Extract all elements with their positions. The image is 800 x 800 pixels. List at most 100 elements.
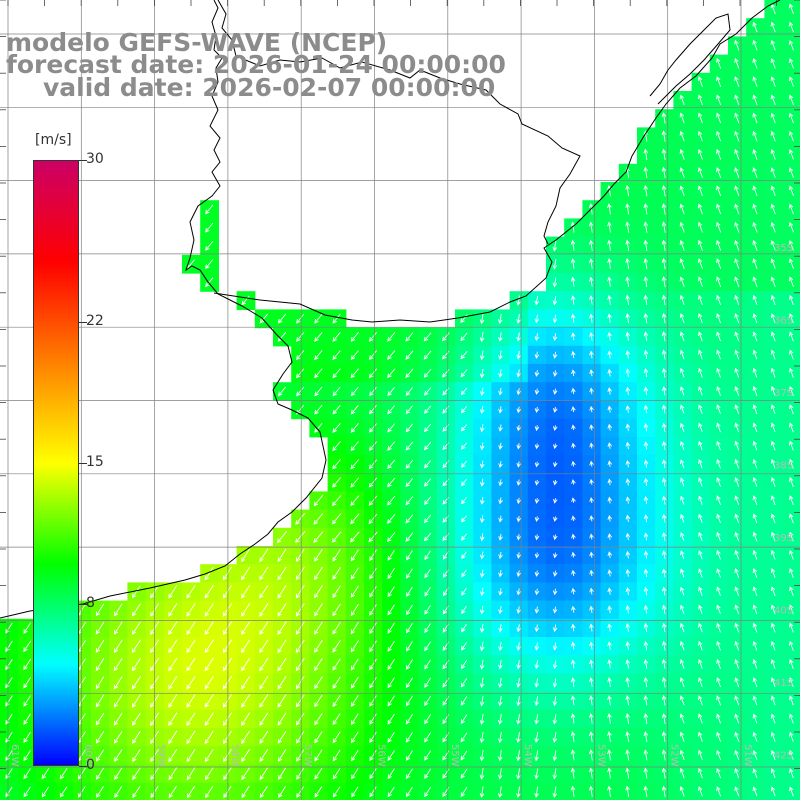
wind-arrow <box>479 768 485 780</box>
wind-arrow <box>387 695 395 707</box>
wind-arrow <box>607 533 613 540</box>
wind-arrow <box>788 167 794 178</box>
wind-arrow <box>350 423 359 433</box>
wind-arrow <box>788 94 794 106</box>
wind-arrow <box>186 657 196 672</box>
wind-arrow <box>516 515 522 523</box>
wind-arrow <box>752 749 758 760</box>
colorbar-tick-mark <box>79 463 87 464</box>
wind-arrow <box>607 368 612 377</box>
wind-arrow <box>516 678 521 688</box>
wind-arrow <box>332 441 341 452</box>
wind-arrow <box>697 185 703 197</box>
wind-arrow <box>23 731 31 743</box>
wind-arrow <box>296 386 305 397</box>
wind-arrow <box>607 442 613 449</box>
wind-arrow <box>534 498 540 504</box>
wind-arrow <box>223 767 232 781</box>
wind-arrow <box>789 294 794 305</box>
wind-arrow <box>295 657 305 672</box>
wind-arrow <box>387 586 395 598</box>
wind-arrow <box>516 461 522 468</box>
wind-arrow <box>424 641 431 652</box>
wind-arrow <box>387 750 395 761</box>
speed-cell <box>782 273 800 292</box>
wind-arrow <box>679 167 685 178</box>
wind-arrow <box>23 677 32 689</box>
wind-arrow <box>314 676 323 690</box>
wind-arrow <box>589 405 594 413</box>
wind-arrow <box>387 549 395 561</box>
wind-arrow <box>770 203 776 215</box>
wind-arrow <box>350 459 360 470</box>
wind-arrow <box>734 367 740 378</box>
longitude-label: 55W <box>449 744 460 767</box>
wind-arrow <box>716 130 722 142</box>
wind-arrow <box>222 621 232 635</box>
wind-arrow <box>607 294 612 305</box>
wind-arrow <box>625 550 631 559</box>
wind-arrow <box>241 694 251 708</box>
speed-cell <box>782 200 800 219</box>
wind-arrow <box>131 694 141 708</box>
wind-arrow <box>789 768 794 779</box>
wind-arrow <box>405 532 414 542</box>
wind-arrow <box>296 731 305 744</box>
wind-arrow <box>168 730 178 745</box>
wind-arrow <box>460 786 468 798</box>
wind-arrow <box>625 478 631 486</box>
wind-arrow <box>460 714 468 725</box>
wind-arrow <box>113 621 123 635</box>
wind-arrow <box>295 639 305 654</box>
wind-arrow <box>113 639 123 653</box>
wind-arrow <box>186 694 196 708</box>
wind-arrow <box>589 350 594 359</box>
wind-arrow <box>716 713 722 724</box>
wind-arrow <box>789 440 794 451</box>
wind-arrow <box>534 479 540 486</box>
wind-arrow <box>405 695 413 707</box>
wind-arrow <box>770 422 776 433</box>
colorbar-tick-mark <box>79 604 87 606</box>
wind-arrow <box>770 713 776 724</box>
speed-cell <box>782 218 800 238</box>
wind-arrow <box>259 566 269 581</box>
wind-arrow <box>552 534 558 541</box>
speed-cell <box>782 436 800 456</box>
wind-arrow <box>387 423 396 433</box>
wind-arrow <box>424 768 432 779</box>
wind-arrow <box>788 130 794 142</box>
wind-arrow <box>168 603 178 617</box>
wind-arrow <box>716 440 721 451</box>
colorbar-tick-label: 30 <box>86 151 104 167</box>
wind-arrow <box>625 184 630 197</box>
wind-arrow <box>552 624 558 633</box>
wind-arrow <box>734 695 740 706</box>
wind-arrow <box>679 622 685 633</box>
wind-arrow <box>643 477 649 486</box>
wind-arrow <box>41 786 50 798</box>
wind-arrow <box>460 406 468 414</box>
wind-arrow <box>350 332 359 342</box>
wind-arrow <box>332 567 341 581</box>
wind-arrow <box>625 587 631 596</box>
wind-arrow <box>570 695 576 706</box>
wind-arrow <box>607 605 612 614</box>
longitude-label: 51W <box>742 744 753 767</box>
wind-arrow <box>277 313 287 324</box>
wind-arrow <box>643 294 649 306</box>
wind-arrow <box>259 621 269 635</box>
wind-arrow <box>625 276 630 287</box>
wind-arrow <box>168 712 178 726</box>
speed-cell <box>782 509 800 529</box>
wind-arrow <box>534 443 540 450</box>
wind-arrow <box>479 442 485 451</box>
wind-arrow <box>461 533 467 541</box>
wind-arrow <box>734 130 740 142</box>
wind-arrow <box>752 148 758 160</box>
wind-arrow <box>625 294 630 305</box>
wind-arrow <box>332 694 341 708</box>
wind-arrow <box>479 424 485 433</box>
wind-arrow <box>259 694 269 708</box>
wind-arrow <box>607 221 612 233</box>
